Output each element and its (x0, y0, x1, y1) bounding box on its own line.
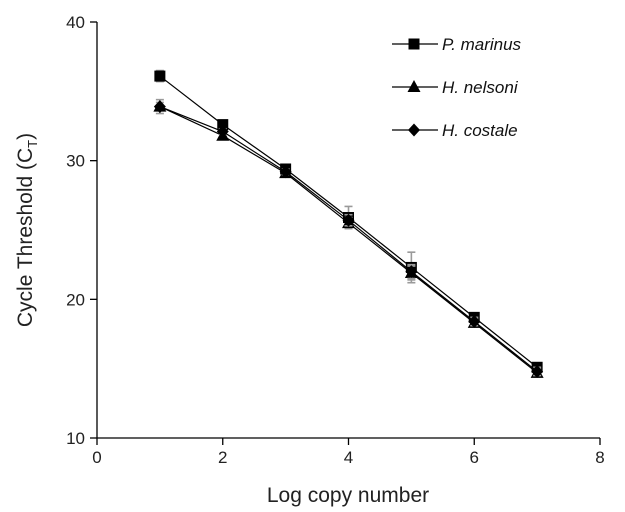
legend-label: H. nelsoni (442, 78, 519, 97)
legend-label: H. costale (442, 121, 518, 140)
plot-area (153, 69, 544, 378)
y-tick-label: 10 (66, 429, 85, 448)
data-point (279, 165, 292, 179)
x-axis-title: Log copy number (267, 484, 429, 507)
data-point (153, 100, 166, 114)
legend-marker (408, 38, 420, 50)
legend-entry: H. nelsoni (392, 78, 519, 97)
data-point (405, 265, 418, 279)
data-point (154, 70, 166, 82)
series-line (159, 106, 538, 374)
y-tick-label: 20 (66, 290, 85, 309)
y-axis-title-main: Cycle Threshold (C (14, 148, 37, 327)
legend-marker (407, 80, 421, 92)
legend-label: P. marinus (442, 35, 522, 54)
data-point (217, 119, 229, 131)
data-point (216, 125, 229, 139)
axes (96, 22, 600, 439)
data-point (531, 364, 544, 378)
y-axis-title: Cycle Threshold (CT) (14, 133, 40, 327)
x-tick-label: 8 (595, 448, 604, 467)
legend-entry: P. marinus (392, 35, 522, 54)
legend-entry: H. costale (392, 121, 518, 140)
data-point (468, 315, 481, 329)
legend: P. marinus H. nelsoni H. costale (392, 35, 522, 140)
x-tick-label: 2 (218, 448, 227, 467)
y-axis-title-close: ) (14, 133, 37, 140)
data-point (342, 213, 355, 227)
y-axis-title-subscript: T (25, 140, 40, 148)
x-tick-label: 0 (92, 448, 101, 467)
y-tick-label: 40 (66, 13, 85, 32)
tick-labels: 0 2 4 6 8 10 20 30 40 (66, 13, 605, 467)
x-tick-label: 4 (344, 448, 353, 467)
legend-marker (408, 123, 420, 137)
ticks (90, 21, 601, 445)
series-diamond (153, 98, 544, 378)
series-triangle (153, 99, 544, 378)
y-tick-label: 30 (66, 152, 85, 171)
series-line (159, 106, 538, 372)
x-tick-label: 6 (470, 448, 479, 467)
